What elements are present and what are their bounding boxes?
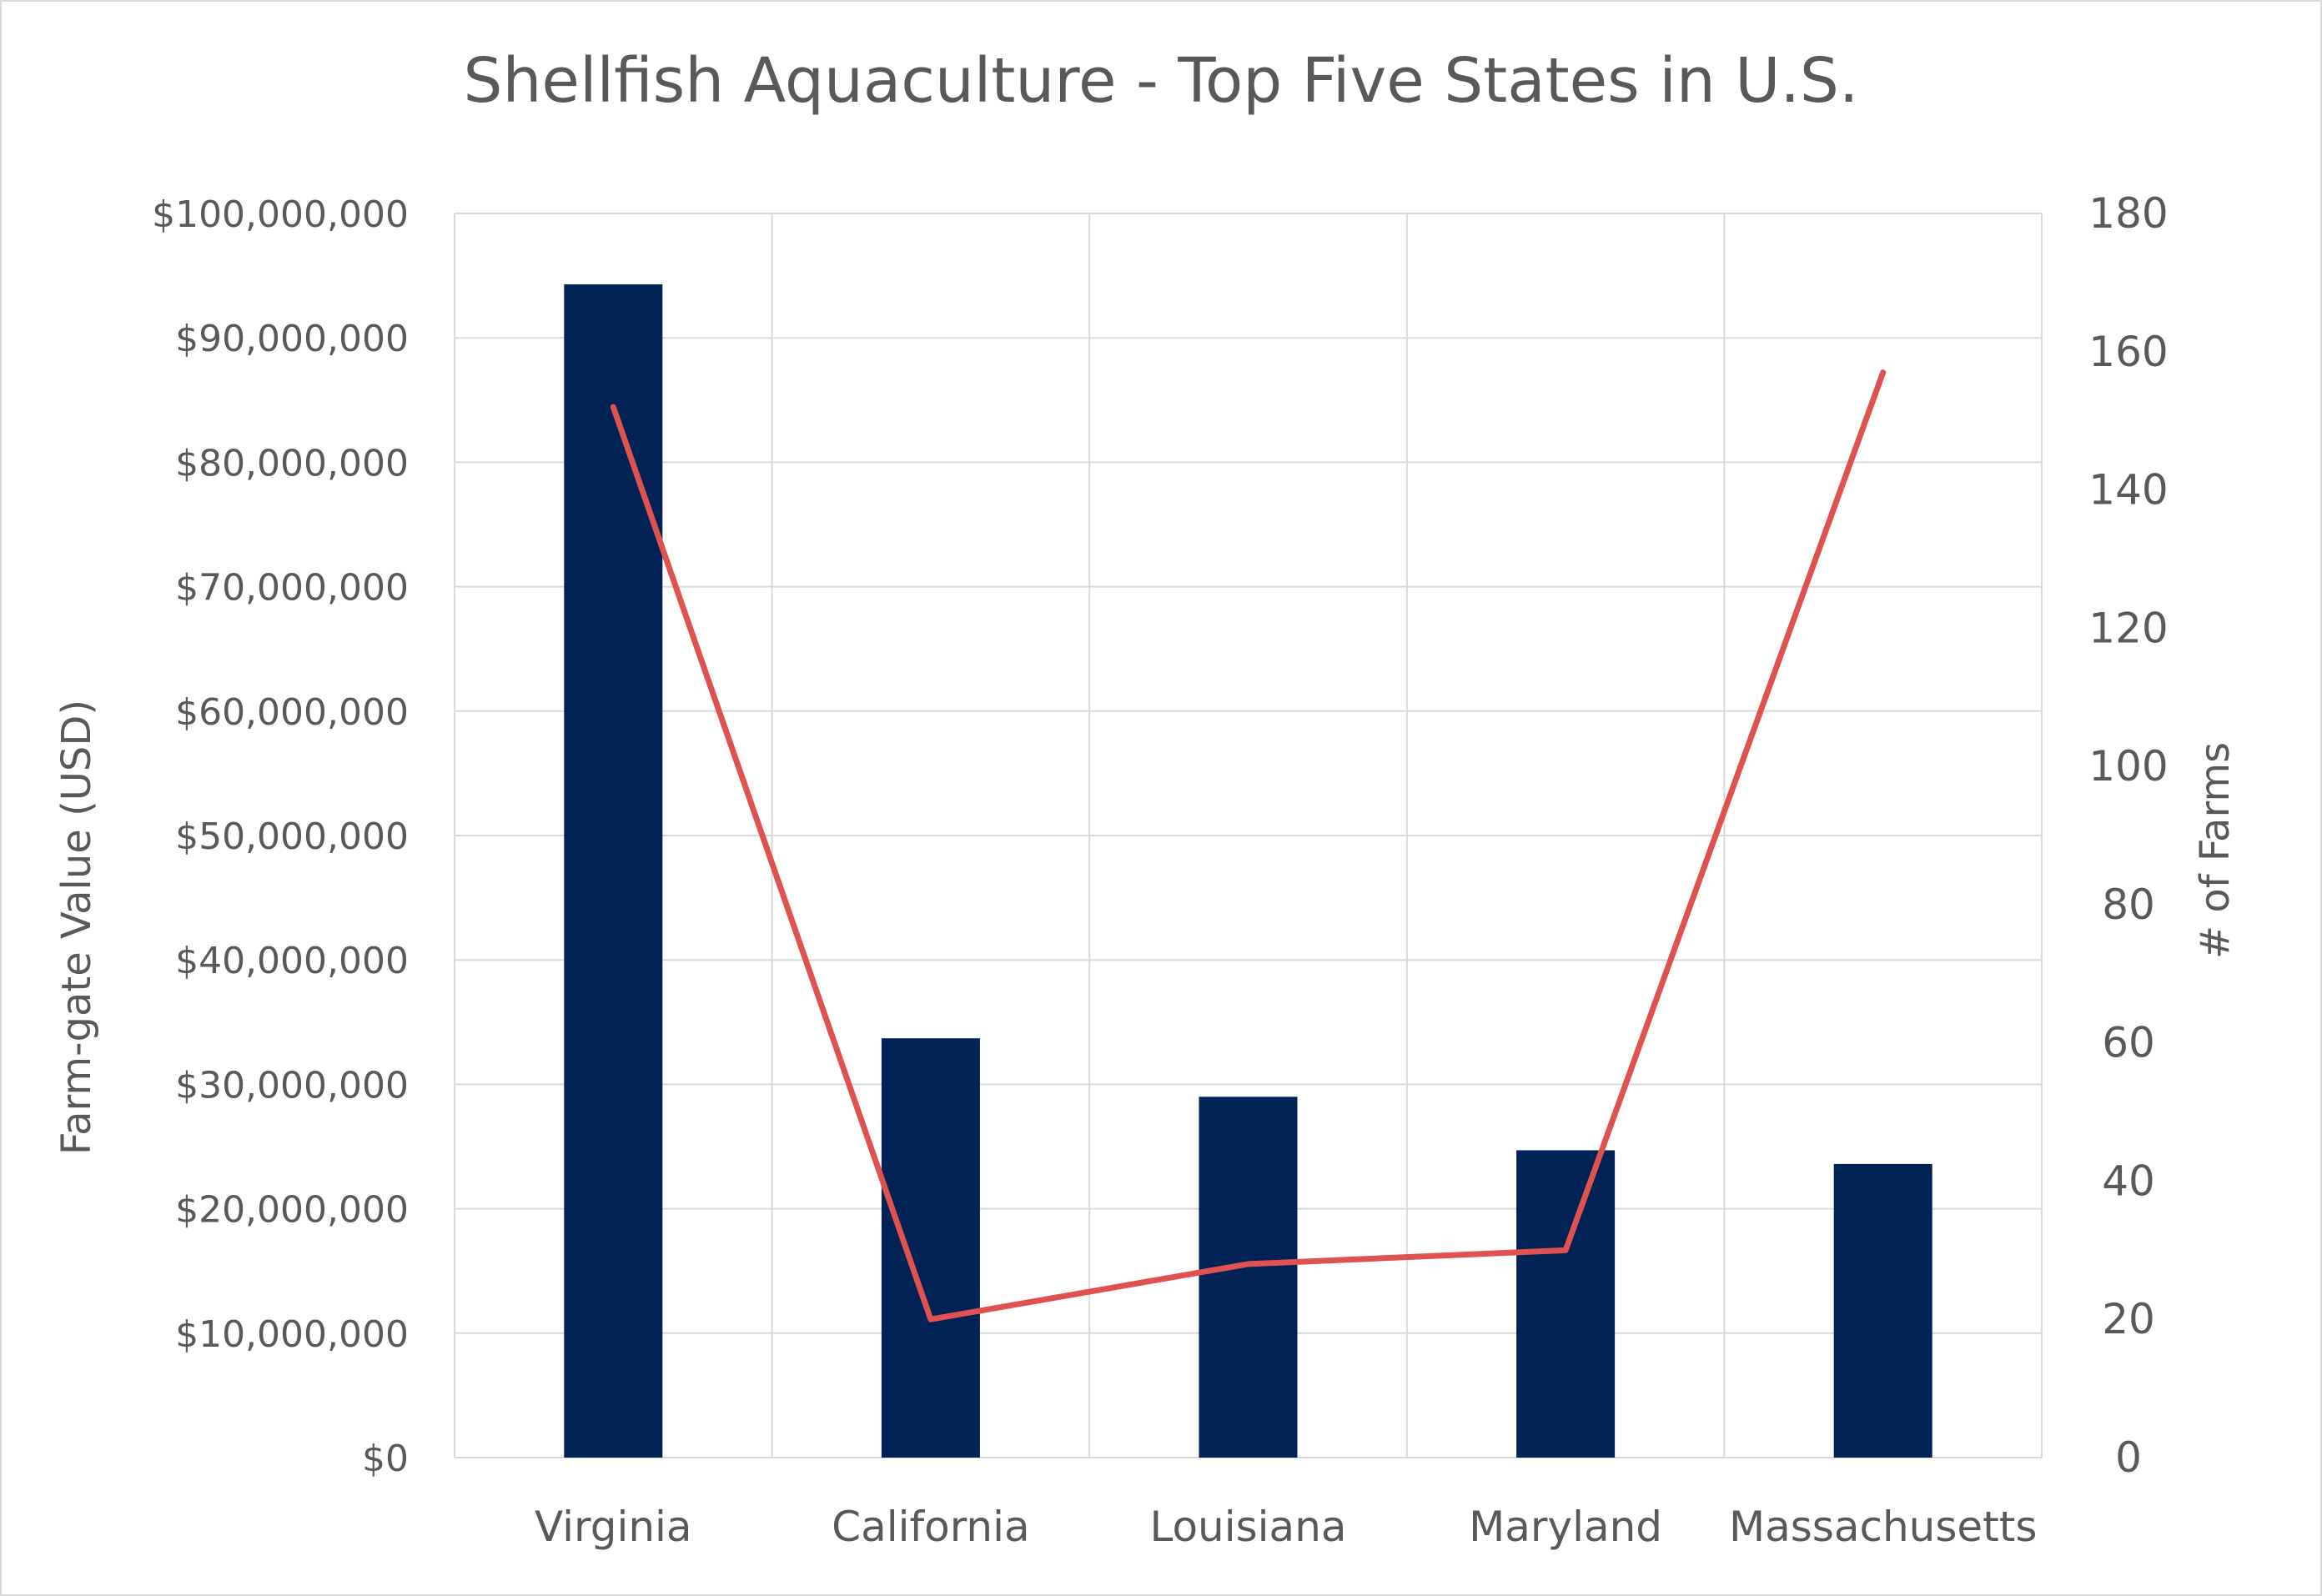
y-tick-label: $70,000,000	[175, 567, 409, 610]
bar-california	[881, 1038, 980, 1458]
y2-tick-label: 100	[2088, 742, 2168, 790]
x-tick-label: Massachusetts	[1729, 1503, 2037, 1551]
bar-maryland	[1516, 1150, 1616, 1458]
y-axis-left-ticks: $0 $10,000,000 $20,000,000 $30,000,000 $40,0…	[152, 193, 409, 1480]
y-axis-right-label: # of Farms	[2192, 742, 2239, 959]
y2-tick-label: 180	[2088, 189, 2168, 238]
bar-virginia	[564, 284, 663, 1458]
y-tick-label: $10,000,000	[175, 1313, 409, 1356]
y2-tick-label: 120	[2088, 604, 2168, 652]
y2-tick-label: 20	[2102, 1295, 2155, 1343]
y-tick-label: $30,000,000	[175, 1064, 409, 1107]
y2-tick-label: 140	[2088, 466, 2168, 514]
y2-tick-label: 40	[2102, 1157, 2155, 1205]
y-tick-label: $50,000,000	[175, 816, 409, 858]
bar-massachusetts	[1833, 1163, 1932, 1458]
chart-title: Shellfish Aquaculture - Top Five States …	[464, 45, 1859, 117]
x-tick-label: Louisiana	[1149, 1503, 1346, 1551]
y2-tick-label: 80	[2102, 881, 2155, 929]
x-tick-label: California	[832, 1503, 1029, 1551]
y2-tick-label: 60	[2102, 1019, 2155, 1067]
bar-louisiana	[1199, 1097, 1298, 1458]
x-tick-label: Maryland	[1469, 1503, 1662, 1551]
y-tick-label: $100,000,000	[152, 193, 409, 236]
y2-tick-label: 0	[2115, 1433, 2142, 1482]
x-tick-label: Virginia	[535, 1503, 692, 1551]
y-tick-label: $40,000,000	[175, 940, 409, 982]
y-axis-right-ticks: 0 20 40 60 80 100 120 140 160 180	[2088, 189, 2168, 1482]
y2-tick-label: 160	[2088, 328, 2168, 376]
y-axis-left-label: Farm-gate Value (USD)	[53, 700, 100, 1155]
y-tick-label: $0	[362, 1438, 409, 1480]
y-tick-label: $20,000,000	[175, 1189, 409, 1232]
x-axis-ticks: Virginia California Louisiana Maryland Massa…	[535, 1503, 2037, 1551]
y-tick-label: $90,000,000	[175, 318, 409, 360]
bar-series	[564, 284, 1932, 1458]
gridlines	[454, 213, 2043, 1458]
y-tick-label: $80,000,000	[175, 442, 409, 484]
y-tick-label: $60,000,000	[175, 691, 409, 734]
line-series	[610, 369, 1887, 1322]
